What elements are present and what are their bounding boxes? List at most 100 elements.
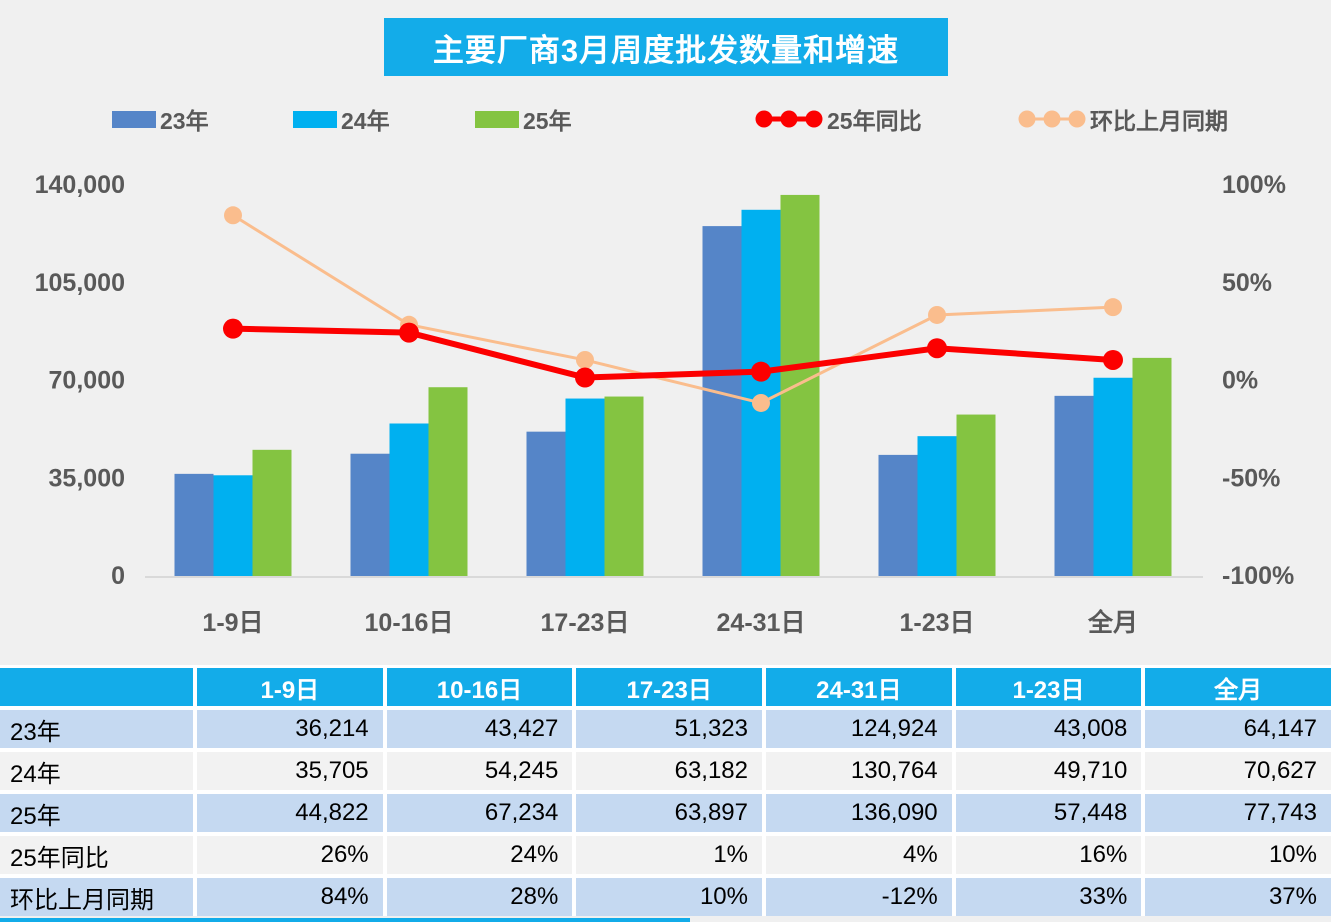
y-right-tick: -50% xyxy=(1222,464,1280,492)
table-cell: 1% xyxy=(576,836,762,874)
legend-item-5: 环比上月同期 xyxy=(1018,104,1228,134)
bar-24年-全月 xyxy=(1093,377,1133,576)
x-axis-label: 1-23日 xyxy=(899,609,974,637)
table-header-24-31日: 24-31日 xyxy=(766,668,952,706)
x-axis-label: 10-16日 xyxy=(365,609,454,637)
y-left-tick: 35,000 xyxy=(49,464,125,492)
data-point-25年同比-全月 xyxy=(1103,349,1123,370)
table-cell: 54,245 xyxy=(386,752,573,790)
table-header-17-23日: 17-23日 xyxy=(576,668,762,706)
table-header-1-9日: 1-9日 xyxy=(197,668,383,706)
table-row-label: 23年 xyxy=(0,710,193,748)
table-cell: 43,008 xyxy=(955,710,1142,748)
bar-24年-1-9日 xyxy=(213,475,253,576)
table-cell: 26% xyxy=(197,836,383,874)
chart-legend: 23年 24年 25年 25年同比 环比上月同期 xyxy=(0,104,1331,134)
table-cell: 44,822 xyxy=(197,794,383,832)
table-cell: 130,764 xyxy=(766,752,952,790)
table-cell: 136,090 xyxy=(766,794,952,832)
bar-25年-17-23日 xyxy=(604,396,644,576)
data-point-25年同比-17-23日 xyxy=(575,367,595,388)
legend-swatch-icon xyxy=(475,110,519,128)
y-left-tick: 105,000 xyxy=(35,269,125,297)
table-cell: 28% xyxy=(386,878,573,916)
table-row-label: 25年同比 xyxy=(0,836,193,874)
legend-item-3: 25年 xyxy=(475,104,572,134)
x-axis-label: 24-31日 xyxy=(717,609,806,637)
axis-ticks: 140,000 105,000 70,000 35,000 0 100% 50% 0% -50%… xyxy=(35,171,1295,637)
bar-23年-10-16日 xyxy=(350,453,390,576)
bar-25年-24-31日 xyxy=(780,194,820,576)
bar-25年-全月 xyxy=(1132,357,1172,576)
table-cell: 70,627 xyxy=(1145,752,1331,790)
legend-item-4: 25年同比 xyxy=(755,104,922,134)
data-point-环比上月同期-1-23日 xyxy=(928,305,946,324)
bar-24年-17-23日 xyxy=(565,398,605,576)
table-cell: 51,323 xyxy=(576,710,762,748)
x-axis-label: 全月 xyxy=(1087,608,1138,637)
x-axis-label: 1-9日 xyxy=(202,609,263,637)
legend-swatch-icon xyxy=(112,110,156,128)
bar-24年-24-31日 xyxy=(741,209,781,576)
legend-item-2: 24年 xyxy=(293,104,390,134)
table-header-corner xyxy=(0,668,193,706)
table-row-label: 24年 xyxy=(0,752,193,790)
table-header-10-16日: 10-16日 xyxy=(386,668,573,706)
legend-label: 25年 xyxy=(523,108,572,134)
bar-23年-1-23日 xyxy=(878,454,918,576)
table-cell: 43,427 xyxy=(386,710,573,748)
data-point-环比上月同期-24-31日 xyxy=(752,393,770,412)
data-point-环比上月同期-1-9日 xyxy=(224,206,242,225)
table-header-1-23日: 1-23日 xyxy=(955,668,1142,706)
bar-series-group xyxy=(174,194,1172,577)
table-bottom-strip xyxy=(0,918,690,922)
table-cell: 10% xyxy=(1145,836,1331,874)
y-right-tick: 100% xyxy=(1222,171,1286,199)
y-left-tick: 0 xyxy=(111,562,125,590)
table-cell: 63,182 xyxy=(576,752,762,790)
table-cell: 4% xyxy=(766,836,952,874)
table-cell: 77,743 xyxy=(1145,794,1331,832)
table-row-label: 25年 xyxy=(0,794,193,832)
table-cell: 64,147 xyxy=(1145,710,1331,748)
table-cell: 36,214 xyxy=(197,710,383,748)
x-axis-label: 17-23日 xyxy=(541,609,630,637)
table-cell: 35,705 xyxy=(197,752,383,790)
table-cell: 24% xyxy=(386,836,573,874)
table-cell: 16% xyxy=(955,836,1142,874)
bar-25年-1-9日 xyxy=(252,449,292,576)
y-right-tick: -100% xyxy=(1222,562,1294,590)
bar-24年-1-23日 xyxy=(917,436,957,576)
table-cell: 33% xyxy=(955,878,1142,916)
data-point-环比上月同期-17-23日 xyxy=(576,350,594,369)
legend-label: 环比上月同期 xyxy=(1090,108,1228,134)
bar-23年-1-9日 xyxy=(174,473,214,576)
table-cell: 57,448 xyxy=(955,794,1142,832)
legend-label: 25年同比 xyxy=(827,108,922,134)
legend-line-icon xyxy=(1018,110,1086,128)
table-header-全月: 全月 xyxy=(1145,668,1331,706)
legend-item-1: 23年 xyxy=(112,104,209,134)
bar-24年-10-16日 xyxy=(389,423,429,576)
table-cell: 37% xyxy=(1145,878,1331,916)
table-cell: 67,234 xyxy=(386,794,573,832)
chart-title: 主要厂商3月周度批发数量和增速 xyxy=(384,18,948,76)
bar-25年-1-23日 xyxy=(956,414,996,576)
legend-line-icon xyxy=(755,110,823,128)
table-cell: 84% xyxy=(197,878,383,916)
data-table: 1-9日 10-16日 17-23日 24-31日 1-23日 全月 23年 36,214 43… xyxy=(0,665,1331,916)
table-cell: 10% xyxy=(576,878,762,916)
y-right-tick: 50% xyxy=(1222,269,1272,297)
line-series-25年同比 xyxy=(223,318,1123,388)
table-cell: -12% xyxy=(766,878,952,916)
y-left-tick: 140,000 xyxy=(35,171,125,199)
data-point-25年同比-1-9日 xyxy=(223,318,243,339)
table-cell: 63,897 xyxy=(576,794,762,832)
legend-label: 24年 xyxy=(341,108,390,134)
table-cell: 49,710 xyxy=(955,752,1142,790)
y-right-tick: 0% xyxy=(1222,367,1258,395)
table-row-label: 环比上月同期 xyxy=(0,878,193,916)
table-cell: 124,924 xyxy=(766,710,952,748)
data-point-25年同比-24-31日 xyxy=(751,361,771,382)
